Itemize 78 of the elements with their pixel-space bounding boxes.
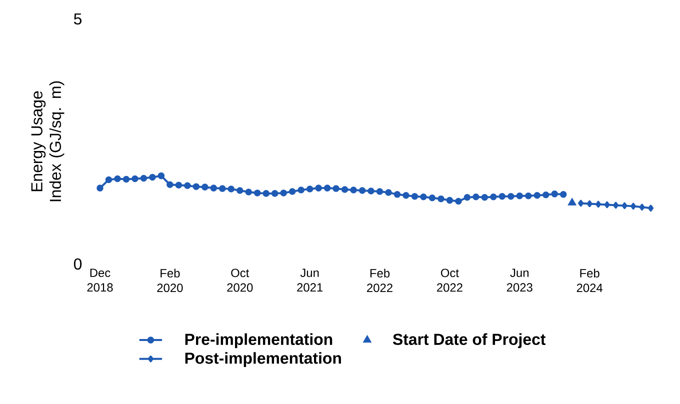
- point: [262, 190, 270, 197]
- point: [288, 188, 296, 195]
- point: [648, 204, 654, 212]
- point: [245, 188, 252, 196]
- x-tick-label: Feb 2024: [576, 268, 603, 292]
- point: [385, 189, 392, 196]
- legend-label: Post-implementation: [185, 352, 341, 367]
- x-tick-label: Oct 2022: [437, 268, 462, 292]
- point: [420, 193, 427, 200]
- y-axis-title: Energy Usage Index (GJ/sq. m): [31, 81, 64, 202]
- point: [280, 190, 287, 196]
- point: [324, 184, 331, 192]
- point: [368, 188, 374, 194]
- point: [498, 192, 506, 200]
- point: [542, 192, 550, 198]
- point: [358, 187, 366, 194]
- point: [219, 185, 226, 192]
- point: [341, 186, 348, 193]
- point: [516, 192, 524, 200]
- point: [604, 201, 610, 208]
- x-tick-label: Jun 2023: [506, 268, 532, 292]
- x-tick-label: Feb 2020: [157, 268, 183, 292]
- x-tick-label: Feb 2022: [367, 268, 392, 292]
- point: [613, 202, 619, 209]
- point: [298, 186, 304, 194]
- point: [202, 184, 208, 190]
- point: [568, 198, 576, 206]
- x-tick-label: Oct 2020: [227, 268, 253, 292]
- point: [472, 193, 480, 200]
- point: [490, 193, 497, 200]
- point: [464, 194, 471, 201]
- point: [122, 176, 130, 183]
- point: [184, 182, 191, 189]
- point: [149, 174, 156, 181]
- point: [271, 190, 278, 197]
- point: [175, 182, 182, 189]
- point: [254, 190, 261, 196]
- point: [140, 174, 148, 182]
- y-tick-label: 5: [74, 13, 82, 25]
- point: [315, 184, 322, 192]
- point: [551, 190, 558, 198]
- y-tick-label: 0: [74, 258, 82, 270]
- point: [428, 194, 436, 202]
- legend-label: Pre-implementation: [185, 333, 332, 348]
- point: [586, 200, 592, 208]
- point: [306, 186, 314, 192]
- point: [210, 184, 218, 192]
- point: [105, 176, 112, 184]
- point: [350, 186, 357, 194]
- point: [402, 192, 410, 199]
- x-tick-label: Dec 2018: [87, 268, 113, 292]
- point: [132, 175, 138, 182]
- point: [228, 186, 235, 192]
- point: [578, 200, 584, 207]
- point: [166, 181, 174, 188]
- point: [481, 194, 488, 201]
- point: [639, 204, 645, 211]
- point: [192, 183, 200, 190]
- point: [622, 202, 628, 210]
- point: [630, 202, 636, 210]
- point: [394, 191, 401, 198]
- point: [524, 192, 532, 200]
- point: [332, 185, 340, 192]
- point: [236, 187, 244, 194]
- point: [376, 188, 384, 195]
- point: [508, 192, 514, 200]
- point: [438, 195, 444, 202]
- point: [560, 191, 567, 198]
- point: [96, 184, 104, 192]
- point: [534, 192, 541, 199]
- x-tick-label: Jun 2021: [297, 268, 323, 292]
- point: [411, 192, 418, 200]
- legend-label: Start Date of Project: [392, 333, 546, 348]
- point: [596, 200, 602, 208]
- point: [114, 175, 121, 182]
- point: [446, 196, 454, 204]
- point: [455, 198, 462, 205]
- point: [158, 172, 165, 180]
